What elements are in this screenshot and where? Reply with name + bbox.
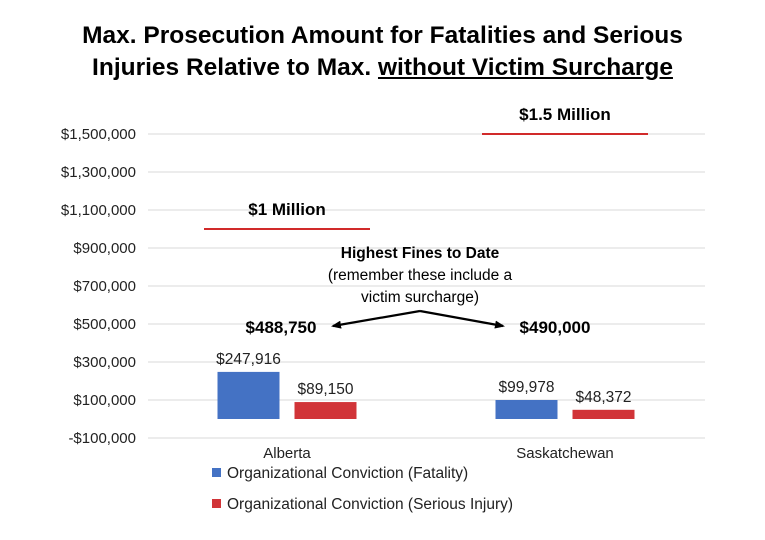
x-tick-label: Alberta xyxy=(263,445,311,462)
y-tick-label: $1,500,000 xyxy=(61,126,136,143)
y-tick-label: $900,000 xyxy=(73,240,136,257)
data-label: $89,150 xyxy=(297,381,353,398)
annotation-body-line2: victim surcharge) xyxy=(361,289,479,306)
chart-title: Max. Prosecution Amount for Fatalities a… xyxy=(0,20,765,84)
legend-swatch xyxy=(212,499,221,508)
y-tick-label: $1,300,000 xyxy=(61,164,136,181)
legend: Organizational Conviction (Fatality) Orga… xyxy=(212,465,513,513)
chart-title-line1: Max. Prosecution Amount for Fatalities a… xyxy=(82,22,683,49)
y-tick-label: $700,000 xyxy=(73,278,136,295)
y-axis: -$100,000 $100,000 $300,000 $500,000 $700,00… xyxy=(61,126,136,447)
bar xyxy=(572,409,635,419)
data-label: $99,978 xyxy=(498,379,554,396)
highest-fine-label: $488,750 xyxy=(246,318,317,337)
legend-swatch xyxy=(212,468,221,477)
bar xyxy=(495,400,558,419)
annotation-arrow xyxy=(419,309,505,329)
max-line-label: $1 Million xyxy=(248,200,325,219)
chart-title-line2: Injuries Relative to Max. without Victim… xyxy=(0,52,765,84)
data-label: $48,372 xyxy=(575,389,631,406)
legend-label: Organizational Conviction (Fatality) xyxy=(227,465,468,482)
legend-label: Organizational Conviction (Serious Injur… xyxy=(227,496,513,513)
x-tick-label: Saskatchewan xyxy=(516,445,614,462)
y-tick-label: $1,100,000 xyxy=(61,202,136,219)
bar xyxy=(217,371,280,419)
annotation-arrow xyxy=(331,309,421,329)
chart-title-line2-underlined: without Victim Surcharge xyxy=(377,54,673,81)
highest-fine-label: $490,000 xyxy=(520,318,591,337)
category-labels: Alberta Saskatchewan xyxy=(263,445,614,462)
y-tick-label: $100,000 xyxy=(73,392,136,409)
annotation-body-line1: (remember these include a xyxy=(328,267,513,284)
annotation: Highest Fines to Date (remember these inc… xyxy=(246,245,591,337)
chart-title-line2-plain: Injuries Relative to Max. xyxy=(92,54,378,81)
bar xyxy=(294,402,357,419)
max-lines: $1 Million $1.5 Million xyxy=(204,105,648,230)
y-tick-label: -$100,000 xyxy=(68,430,136,447)
bars: $247,916 $99,978 $89,150 $48,372 xyxy=(216,351,635,419)
y-tick-label: $300,000 xyxy=(73,354,136,371)
data-label: $247,916 xyxy=(216,351,281,368)
y-tick-label: $500,000 xyxy=(73,316,136,333)
annotation-title: Highest Fines to Date xyxy=(341,245,500,262)
max-line-label: $1.5 Million xyxy=(519,105,611,124)
